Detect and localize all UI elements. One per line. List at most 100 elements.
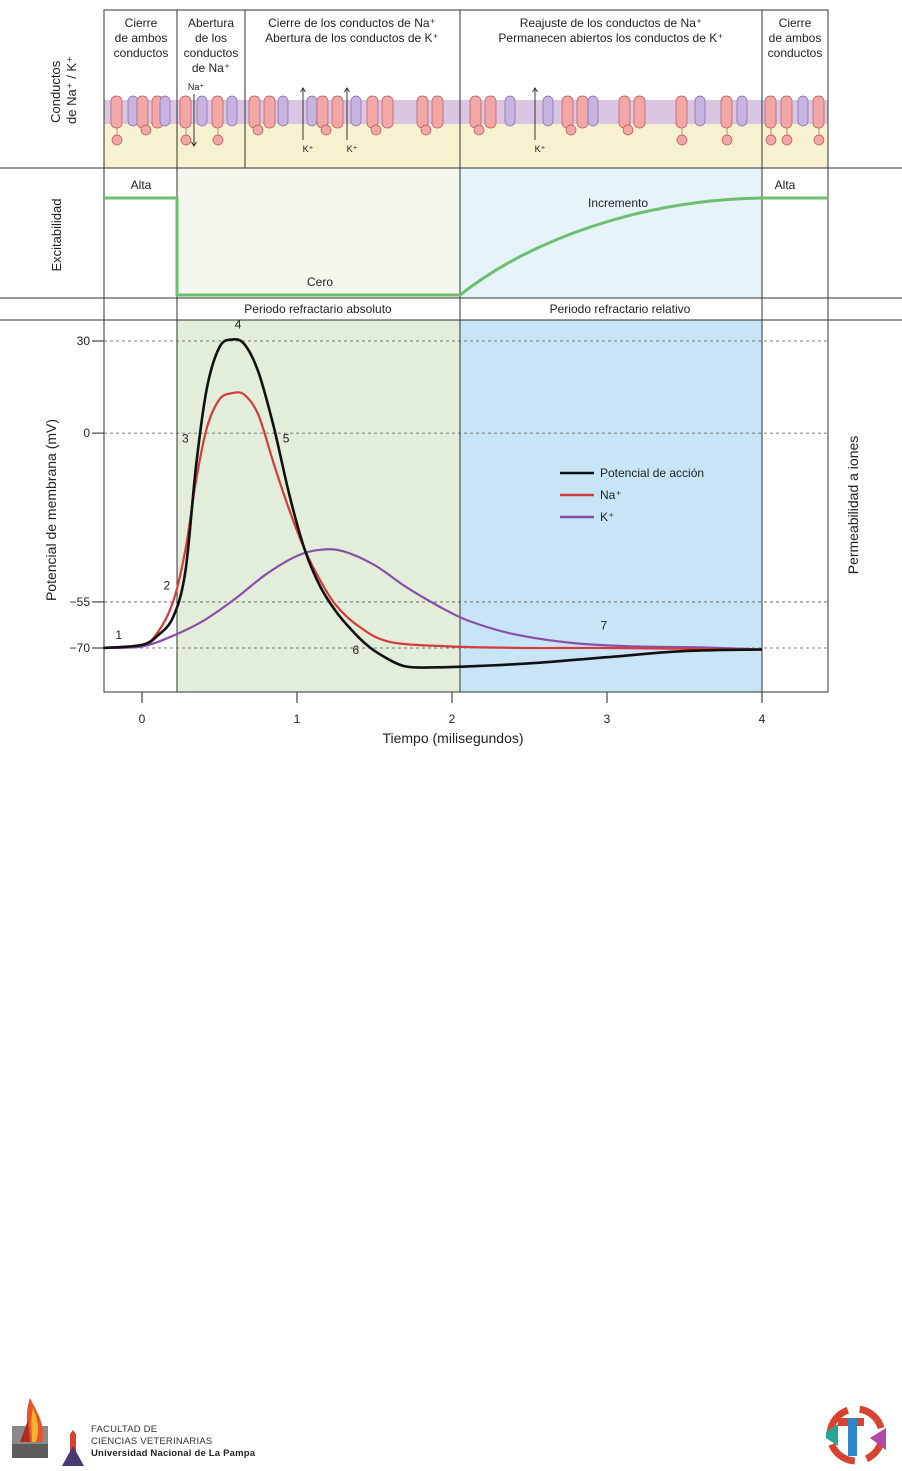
- phase-header-1-line-1: Cierre: [125, 16, 158, 30]
- na-channel-plug-11: [320, 124, 332, 136]
- x-axis-ticks: 0 1 2 3 4: [139, 692, 766, 726]
- outer-frame: [103, 9, 829, 693]
- na-channel-plug-14: [420, 124, 432, 136]
- excitability-side-label: Excitabilidad: [49, 199, 64, 272]
- k-channel-17: [542, 95, 554, 127]
- university-emblem: [62, 1430, 84, 1466]
- annotation-2: 2: [163, 579, 170, 593]
- na-channel-left-15: [469, 95, 482, 129]
- phase-header-1: Cierre de ambos conductos: [114, 16, 169, 60]
- phase-header-2-line-1: Abertura: [188, 16, 234, 30]
- na-channel-left-18: [561, 95, 574, 129]
- na-channel-closed-4: [179, 95, 192, 129]
- annotation-6: 6: [353, 643, 360, 657]
- k-channel-27: [797, 95, 809, 127]
- excitability-zero: Cero: [307, 275, 333, 289]
- excitability-relative-bg: [460, 168, 762, 298]
- excitability-line: [104, 196, 828, 297]
- na-channel-closed-6: [211, 95, 224, 129]
- faculty-line-1: FACULTAD DE: [91, 1424, 158, 1435]
- na-gate-ball-21: [676, 134, 688, 146]
- excitability-increase: Incremento: [588, 196, 648, 210]
- phase-header-5-line-1: Cierre: [779, 16, 812, 30]
- y-tick-label-3: −70: [70, 641, 91, 655]
- k-efflux-arrow-1-head: [300, 87, 306, 93]
- footer: FACULTAD DE CIENCIAS VETERINARIAS Univer…: [0, 1380, 902, 1471]
- x-axis-title: Tiempo (milisegundos): [382, 730, 523, 746]
- na-gate-ball-28: [813, 134, 825, 146]
- annotation-5: 5: [283, 431, 290, 445]
- university-name: Universidad Nacional de La Pampa: [91, 1448, 256, 1459]
- phase-header-3: Cierre de los conductos de Na⁺ Abertura d…: [265, 16, 439, 45]
- na-channel-right-8: [263, 95, 276, 129]
- membrane-band: [104, 100, 828, 124]
- k-channel-12: [350, 95, 362, 127]
- legend-label-ap: Potencial de acción: [600, 466, 704, 480]
- na-channel-right-18: [576, 95, 589, 129]
- na-channel-closed-21: [675, 95, 688, 129]
- phase-header-5-line-2: de ambos: [769, 31, 822, 45]
- footer-graphics: [12, 1398, 886, 1466]
- annotation-1: 1: [115, 628, 122, 642]
- excitability-high-right: Alta: [775, 178, 796, 192]
- k-ion-label-2: K⁺: [347, 144, 358, 154]
- na-channel-left-11: [316, 95, 329, 129]
- k-efflux-arrow-2-head: [344, 87, 350, 93]
- relative-period-label: Periodo refractario relativo: [550, 302, 691, 316]
- x-tick-label-1: 1: [294, 712, 301, 726]
- na-influx-arrow-head: [191, 141, 197, 147]
- k-ion-label-1: K⁺: [303, 144, 314, 154]
- y2-axis-title: Permeabilidad a iones: [845, 436, 861, 575]
- k-channel-7: [226, 95, 238, 127]
- na-channel-plug-20: [622, 124, 634, 136]
- k-channel-10: [306, 95, 318, 127]
- k-channel-9: [277, 95, 289, 127]
- phase-header-5-line-3: conductos: [768, 46, 823, 60]
- na-channel-plug-15: [473, 124, 485, 136]
- phase-header-3-line-1: Cierre de los conductos de Na⁺: [268, 16, 436, 30]
- phase-header-3-line-2: Abertura de los conductos de K⁺: [265, 31, 439, 45]
- phase-header-1-line-3: conductos: [114, 46, 169, 60]
- k-channel-19: [587, 95, 599, 127]
- k-ion-label-3: K⁺: [535, 144, 546, 154]
- y-axis-title: Potencial de membrana (mV): [43, 419, 59, 601]
- k-channel-3: [159, 95, 171, 127]
- ion-channels-layer: [110, 87, 825, 147]
- na-channel-closed-28: [812, 95, 825, 129]
- na-channel-closed-0: [110, 95, 123, 129]
- na-ion-label: Na⁺: [188, 82, 205, 92]
- excitability-absolute-bg: [177, 168, 460, 298]
- phase-header-5: Cierre de ambos conductos: [768, 16, 823, 60]
- na-gate-ball-0: [111, 134, 123, 146]
- na-channel-plug-13: [370, 124, 382, 136]
- phase-header-4-line-2: Permanecen abiertos los conductos de K⁺: [498, 31, 723, 45]
- na-channel-closed-23: [720, 95, 733, 129]
- y-tick-label-2: −55: [70, 595, 91, 609]
- na-channel-right-13: [381, 95, 394, 129]
- k-channel-5: [196, 95, 208, 127]
- x-tick-label-2: 2: [449, 712, 456, 726]
- panel-frame: [0, 9, 902, 693]
- legend: Potencial de acción Na⁺ K⁺: [560, 466, 704, 524]
- excitability-high-left: Alta: [131, 178, 152, 192]
- phase-header-4-line-1: Reajuste de los conductos de Na⁺: [520, 16, 702, 30]
- corner-logo: [826, 1405, 886, 1465]
- membrane-below-band: [104, 123, 828, 168]
- k-channel-1: [127, 95, 139, 127]
- curve-annotations: 1 2 3 4 5 6 7: [115, 318, 607, 657]
- na-channel-right-14: [431, 95, 444, 129]
- annotation-4: 4: [235, 318, 242, 332]
- na-channel-right-20: [633, 95, 646, 129]
- phase-header-2-line-3: conductos: [184, 46, 239, 60]
- na-gate-ball-4: [180, 134, 192, 146]
- series-line-na: [103, 391, 763, 651]
- series-lines: [103, 337, 763, 669]
- x-tick-label-0: 0: [139, 712, 146, 726]
- na-channel-right-15: [484, 95, 497, 129]
- na-gate-ball-23: [721, 134, 733, 146]
- na-gate-ball-26: [781, 134, 793, 146]
- na-channel-closed-25: [764, 95, 777, 129]
- y-tick-label-1: 0: [83, 426, 90, 440]
- faculty-line-2: CIENCIAS VETERINARIAS: [91, 1436, 213, 1447]
